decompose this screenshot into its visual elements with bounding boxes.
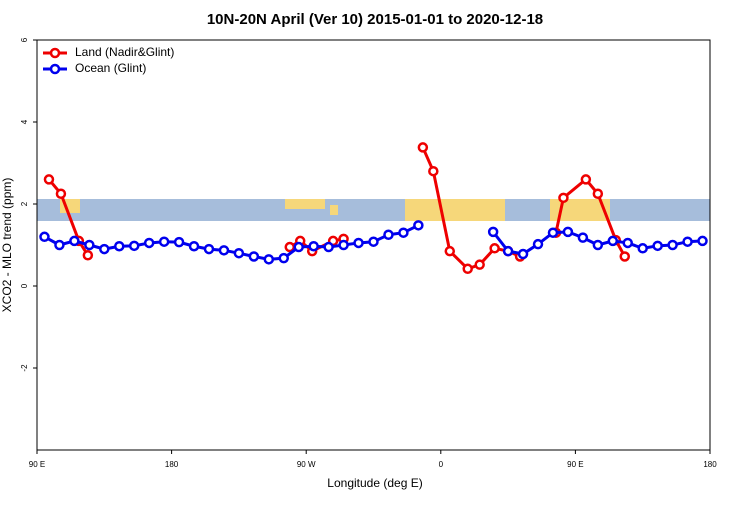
point: [547, 227, 559, 238]
point: [338, 239, 349, 251]
point: [517, 248, 529, 260]
point: [69, 235, 80, 247]
point: [682, 236, 693, 247]
point: [308, 240, 319, 252]
legend-marker: [49, 47, 61, 59]
legend-label: Ocean (Glint): [75, 61, 146, 75]
x-tick-label: 90 E: [567, 460, 583, 469]
point: [263, 254, 275, 265]
x-axis-label: Longitude (deg E): [327, 476, 422, 490]
point: [619, 251, 631, 262]
point: [353, 237, 364, 249]
point: [417, 142, 429, 153]
point: [82, 250, 94, 261]
y-tick-label: 2: [20, 201, 29, 206]
point: [383, 229, 394, 240]
point: [368, 236, 379, 247]
point: [462, 263, 473, 275]
point: [637, 243, 648, 254]
point: [474, 259, 485, 270]
point: [203, 243, 215, 255]
x-tick-label: 180: [165, 460, 179, 469]
point: [128, 240, 140, 252]
y-tick-label: 4: [20, 119, 29, 124]
point: [580, 174, 592, 185]
point: [188, 240, 200, 252]
y-tick-label: 6: [20, 37, 29, 42]
point: [99, 243, 110, 255]
point: [489, 243, 500, 254]
point: [607, 235, 619, 247]
point: [558, 192, 569, 204]
point: [562, 226, 574, 238]
point: [54, 239, 65, 251]
point: [43, 174, 55, 185]
point: [233, 247, 245, 259]
point: [502, 245, 514, 257]
y-axis-label: XCO2 - MLO trend (ppm): [0, 178, 14, 313]
x-tick-label: 180: [703, 460, 717, 469]
legend-label: Land (Nadir&Glint): [75, 45, 174, 59]
point: [55, 188, 67, 199]
x-tick-label: 90 E: [29, 460, 45, 469]
plot-frame: [36, 39, 711, 451]
point: [84, 239, 95, 251]
point: [248, 251, 260, 262]
point: [622, 237, 633, 249]
point: [487, 226, 499, 238]
y-tick-label: 0: [20, 283, 29, 288]
point: [577, 232, 589, 243]
point: [652, 240, 663, 252]
chart-title: 10N-20N April (Ver 10) 2015-01-01 to 202…: [207, 11, 543, 28]
point: [592, 239, 604, 251]
point: [592, 188, 604, 199]
x-tick-label: 0: [439, 460, 444, 469]
point: [413, 220, 424, 231]
point: [532, 238, 544, 250]
point: [143, 237, 155, 249]
point: [278, 252, 290, 264]
legend-marker: [49, 63, 61, 75]
point: [293, 241, 304, 253]
point: [158, 236, 170, 247]
map-band: [37, 199, 710, 221]
x-tick-label: 90 W: [297, 460, 316, 469]
y-tick-label: -2: [20, 364, 29, 372]
point: [114, 240, 125, 252]
point: [39, 231, 50, 243]
point: [428, 165, 439, 177]
point: [398, 227, 409, 238]
point: [173, 236, 185, 248]
point: [323, 241, 334, 253]
point: [697, 235, 708, 247]
point: [444, 245, 456, 257]
point: [218, 245, 230, 256]
point: [667, 239, 678, 251]
